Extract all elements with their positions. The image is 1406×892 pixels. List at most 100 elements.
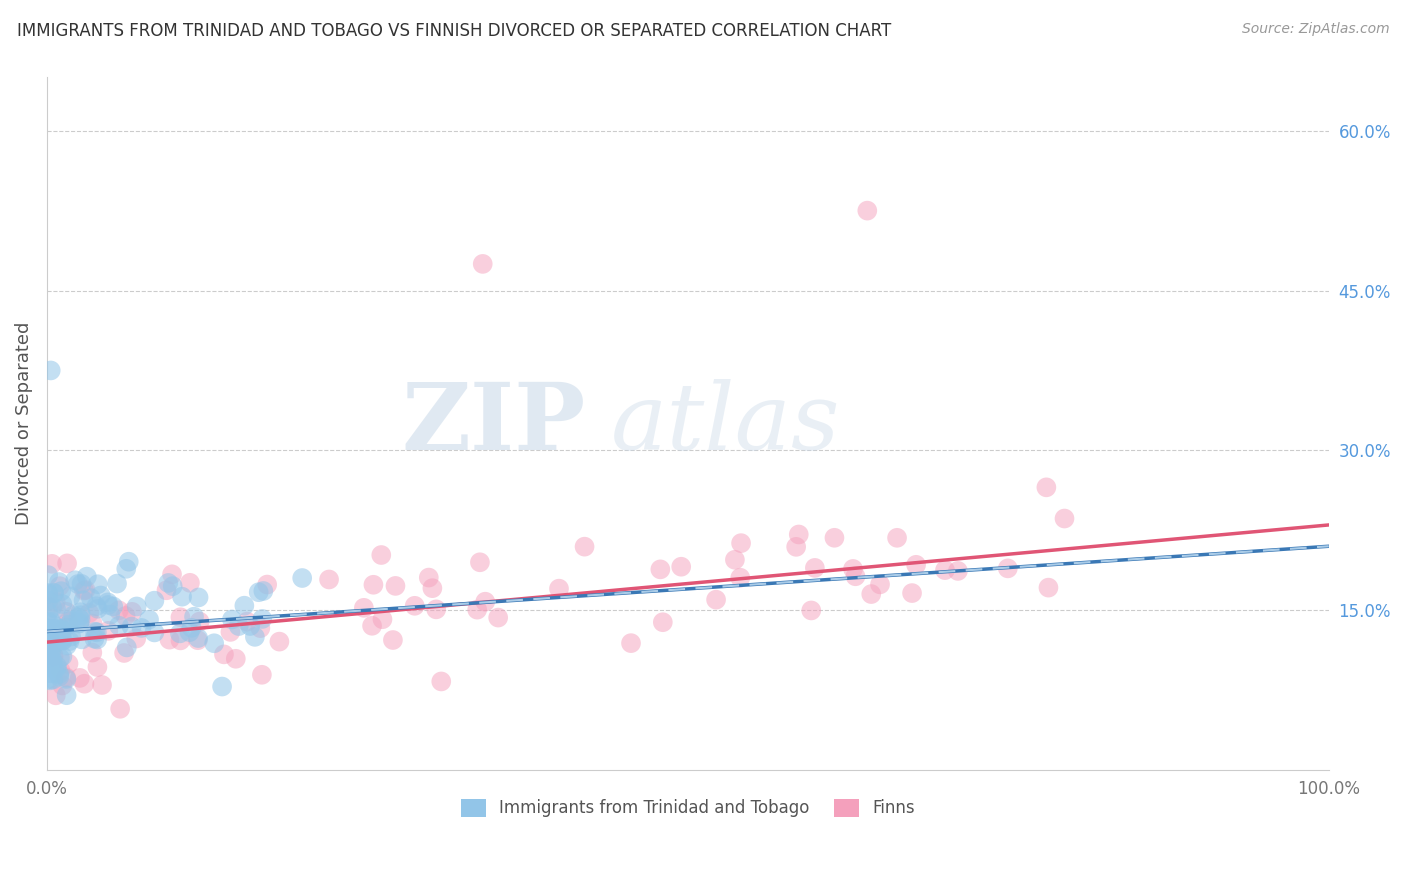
Text: IMMIGRANTS FROM TRINIDAD AND TOBAGO VS FINNISH DIVORCED OR SEPARATED CORRELATION: IMMIGRANTS FROM TRINIDAD AND TOBAGO VS F… — [17, 22, 891, 40]
Point — [51, 678, 73, 692]
Point — [86, 599, 108, 614]
Point — [269, 634, 291, 648]
Point — [425, 602, 447, 616]
Point — [371, 612, 394, 626]
Point — [98, 607, 121, 622]
Text: Source: ZipAtlas.com: Source: ZipAtlas.com — [1241, 22, 1389, 37]
Point — [105, 576, 128, 591]
Point — [38, 636, 60, 650]
Point — [121, 620, 143, 634]
Point — [157, 576, 180, 591]
Point — [73, 583, 96, 598]
Point — [37, 646, 59, 660]
Point — [620, 636, 643, 650]
Text: atlas: atlas — [612, 379, 841, 468]
Point — [49, 651, 72, 665]
Point — [69, 615, 91, 630]
Point — [228, 619, 250, 633]
Point — [252, 612, 274, 626]
Point — [869, 577, 891, 591]
Point — [86, 601, 108, 615]
Point — [82, 616, 104, 631]
Point — [724, 553, 747, 567]
Point — [131, 621, 153, 635]
Point — [730, 536, 752, 550]
Point — [39, 654, 62, 668]
Point — [108, 702, 131, 716]
Point — [842, 562, 865, 576]
Point — [37, 606, 59, 620]
Point — [87, 577, 110, 591]
Point — [169, 610, 191, 624]
Point — [83, 632, 105, 646]
Point — [651, 615, 673, 630]
Point — [108, 618, 131, 632]
Point — [97, 624, 120, 638]
Point — [804, 561, 827, 575]
Point — [291, 571, 314, 585]
Point — [77, 606, 100, 620]
Point — [55, 605, 77, 619]
Point — [138, 613, 160, 627]
Point — [114, 609, 136, 624]
Point — [39, 649, 62, 664]
Point — [212, 648, 235, 662]
Point — [162, 579, 184, 593]
Point — [38, 622, 60, 636]
Point — [125, 632, 148, 646]
Point — [59, 590, 82, 604]
Point — [97, 595, 120, 609]
Point — [51, 622, 73, 636]
Point — [934, 563, 956, 577]
Point — [1035, 480, 1057, 494]
Point — [183, 609, 205, 624]
Point — [55, 621, 77, 635]
Point — [41, 649, 63, 664]
Point — [75, 582, 97, 597]
Point — [39, 666, 62, 681]
Point — [58, 615, 80, 629]
Point — [86, 660, 108, 674]
Point — [650, 562, 672, 576]
Legend: Immigrants from Trinidad and Tobago, Finns: Immigrants from Trinidad and Tobago, Fin… — [454, 792, 922, 824]
Point — [42, 673, 65, 687]
Point — [361, 619, 384, 633]
Point — [233, 599, 256, 613]
Point — [91, 678, 114, 692]
Point — [56, 639, 79, 653]
Point — [143, 593, 166, 607]
Point — [55, 688, 77, 702]
Point — [418, 570, 440, 584]
Point — [49, 633, 72, 648]
Point — [42, 649, 65, 664]
Point — [48, 579, 70, 593]
Point — [384, 579, 406, 593]
Point — [844, 569, 866, 583]
Point — [42, 662, 65, 676]
Point — [860, 587, 883, 601]
Point — [59, 634, 82, 648]
Point — [37, 651, 59, 665]
Point — [38, 632, 60, 647]
Point — [730, 571, 752, 585]
Point — [471, 257, 494, 271]
Point — [37, 593, 59, 607]
Point — [404, 599, 426, 613]
Point — [112, 646, 135, 660]
Point — [474, 595, 496, 609]
Point — [69, 605, 91, 619]
Point — [121, 605, 143, 619]
Point — [169, 626, 191, 640]
Point — [58, 657, 80, 671]
Point — [160, 567, 183, 582]
Point — [86, 625, 108, 640]
Point — [252, 584, 274, 599]
Point — [55, 672, 77, 686]
Point — [574, 540, 596, 554]
Point — [256, 577, 278, 591]
Point — [39, 363, 62, 377]
Point — [236, 615, 259, 629]
Point — [84, 624, 107, 639]
Point — [115, 562, 138, 576]
Point — [946, 564, 969, 578]
